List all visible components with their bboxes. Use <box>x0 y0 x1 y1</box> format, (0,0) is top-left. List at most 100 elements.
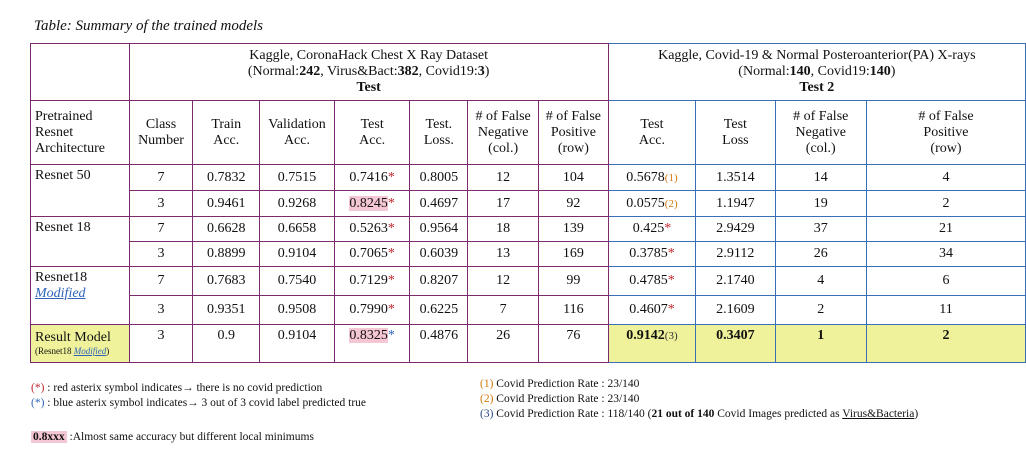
col-header-test-acc: Test Acc. <box>333 100 411 165</box>
cell-t2-fn: 26 <box>774 241 867 267</box>
col-header-t2-loss: Test Loss <box>695 100 776 165</box>
cell-test: 0.7129* <box>333 266 411 296</box>
col-header-val: Validation Acc. <box>259 100 335 165</box>
table-row: 3 0.9351 0.9508 0.7990* 0.6225 7 116 0.4… <box>31 295 1026 325</box>
cell-t2-fn: 14 <box>774 164 867 191</box>
cell-fn: 26 <box>467 324 540 363</box>
col-header-train: Train Acc. <box>192 100 261 165</box>
test1-label: Test <box>356 80 381 95</box>
table-row: Resnet 50 7 0.7832 0.7515 0.7416* 0.8005… <box>30 164 1026 217</box>
cell-train: 0.9461 <box>192 190 261 217</box>
cell-test: 0.8325* <box>333 324 411 363</box>
cell-class: 3 <box>128 190 194 217</box>
cell-train: 0.7832 <box>192 164 261 191</box>
col-header-t2-fn: # of False Negative (col.) <box>774 100 867 165</box>
cell-fp: 169 <box>538 241 609 267</box>
cell-val: 0.7540 <box>259 266 335 296</box>
cell-fp: 104 <box>538 164 609 191</box>
col-header-t2-fp: # of False Positive (row) <box>865 100 1026 165</box>
legend-rates: (1) Covid Prediction Rate : 23/140 (2) C… <box>480 377 918 422</box>
cell-val: 0.7515 <box>259 164 335 191</box>
test2-label: Test 2 <box>799 80 835 95</box>
cell-t2-fn: 4 <box>774 266 867 296</box>
table-row: 3 0.8899 0.9104 0.7065* 0.6039 13 169 0.… <box>31 241 1026 267</box>
group-resnet18: Resnet 18 <box>30 216 130 267</box>
cell-t2-fp: 2 <box>865 190 1026 217</box>
cell-t2-fp: 6 <box>865 266 1026 296</box>
col-header-fn: # of False Negative (col.) <box>467 100 540 165</box>
table-row: Resnet18 Modified 7 0.7683 0.7540 0.7129… <box>30 266 1026 325</box>
cell-t2-fp: 34 <box>865 241 1026 267</box>
cell-t2-loss: 2.9429 <box>695 216 776 242</box>
cell-fp: 76 <box>538 324 609 363</box>
cell-t2-acc: 0.4607* <box>607 295 697 325</box>
cell-val: 0.6658 <box>259 216 335 242</box>
cell-t2-acc: 0.4785* <box>607 266 697 296</box>
cell-t2-acc: 0.9142(3) <box>607 324 697 363</box>
cell-test: 0.7065* <box>333 241 411 267</box>
col-header-t2-acc: Test Acc. <box>607 100 697 165</box>
table-title: Table: Summary of the trained models <box>34 18 264 34</box>
cell-val: 0.9508 <box>259 295 335 325</box>
cell-fn: 12 <box>467 266 540 296</box>
cell-t2-fp: 21 <box>865 216 1026 242</box>
cell-t2-fn: 37 <box>774 216 867 242</box>
legend-swatch: 0.8xxx :Almost same accuracy but differe… <box>31 431 314 443</box>
cell-t2-loss: 2.9112 <box>695 241 776 267</box>
cell-t2-fn: 2 <box>774 295 867 325</box>
cell-train: 0.6628 <box>192 216 261 242</box>
cell-t2-fp: 11 <box>865 295 1026 325</box>
cell-t2-fp: 4 <box>865 164 1026 191</box>
cell-test: 0.7990* <box>333 295 411 325</box>
group-resnet18-modified: Resnet18 Modified <box>30 266 130 325</box>
test1-dataset-header: Kaggle, CoronaHack Chest X Ray Dataset (… <box>128 43 609 101</box>
table-row: 3 0.9461 0.9268 0.8245* 0.4697 17 92 0.0… <box>31 190 1026 217</box>
cell-fp: 92 <box>538 190 609 217</box>
cell-train: 0.7683 <box>192 266 261 296</box>
result-modified-link[interactable]: Modified <box>73 346 107 356</box>
legend-left: (*) : red asterix symbol indicates→ ther… <box>31 381 366 411</box>
cell-loss: 0.4697 <box>409 190 469 217</box>
modified-link[interactable]: Modified <box>35 286 86 301</box>
cell-t2-fp: 2 <box>865 324 1026 363</box>
col-header-class: Class Number <box>128 100 194 165</box>
cell-loss: 0.9564 <box>409 216 469 242</box>
cell-t2-fn: 1 <box>774 324 867 363</box>
cell-class: 7 <box>128 164 194 191</box>
cell-t2-fn: 19 <box>774 190 867 217</box>
cell-loss: 0.4876 <box>409 324 469 363</box>
cell-fn: 18 <box>467 216 540 242</box>
cell-t2-acc: 0.5678(1) <box>607 164 697 191</box>
summary-table: Kaggle, CoronaHack Chest X Ray Dataset (… <box>30 43 1026 363</box>
table-row-result: Result Model (Resnet18 Modified) 3 0.9 0… <box>30 324 1026 363</box>
legend-rate-2: (2) Covid Prediction Rate : 23/140 <box>480 393 640 405</box>
cell-fp: 116 <box>538 295 609 325</box>
cell-t2-loss: 1.1947 <box>695 190 776 217</box>
cell-t2-loss: 1.3514 <box>695 164 776 191</box>
virus-bacteria-link[interactable]: Virus&Bacteria <box>842 408 915 420</box>
cell-fn: 13 <box>467 241 540 267</box>
cell-test: 0.7416* <box>333 164 411 191</box>
cell-test: 0.8245* <box>333 190 411 217</box>
cell-t2-loss: 0.3407 <box>695 324 776 363</box>
col-header-arch: Pretrained Resnet Architecture <box>30 100 130 165</box>
cell-train: 0.9351 <box>192 295 261 325</box>
cell-val: 0.9104 <box>259 241 335 267</box>
cell-class: 7 <box>128 216 194 242</box>
cell-t2-acc: 0.425* <box>607 216 697 242</box>
cell-test: 0.5263* <box>333 216 411 242</box>
cell-class: 3 <box>128 241 194 267</box>
cell-t2-acc: 0.0575(2) <box>607 190 697 217</box>
legend-rate-3: (3) Covid Prediction Rate : 118/140 (21 … <box>480 408 919 420</box>
cell-t2-loss: 2.1609 <box>695 295 776 325</box>
cell-val: 0.9104 <box>259 324 335 363</box>
cell-t2-acc: 0.3785* <box>607 241 697 267</box>
group-result-model: Result Model (Resnet18 Modified) <box>30 324 130 363</box>
test2-dataset-header: Kaggle, Covid-19 & Normal Posteroanterio… <box>607 43 1026 101</box>
cell-loss: 0.6039 <box>409 241 469 267</box>
cell-train: 0.9 <box>192 324 261 363</box>
dataset-header-row: Kaggle, CoronaHack Chest X Ray Dataset (… <box>30 43 1026 101</box>
legend-rate-1: (1) Covid Prediction Rate : 23/140 <box>480 378 640 390</box>
cell-class: 3 <box>128 324 194 363</box>
cell-fn: 12 <box>467 164 540 191</box>
